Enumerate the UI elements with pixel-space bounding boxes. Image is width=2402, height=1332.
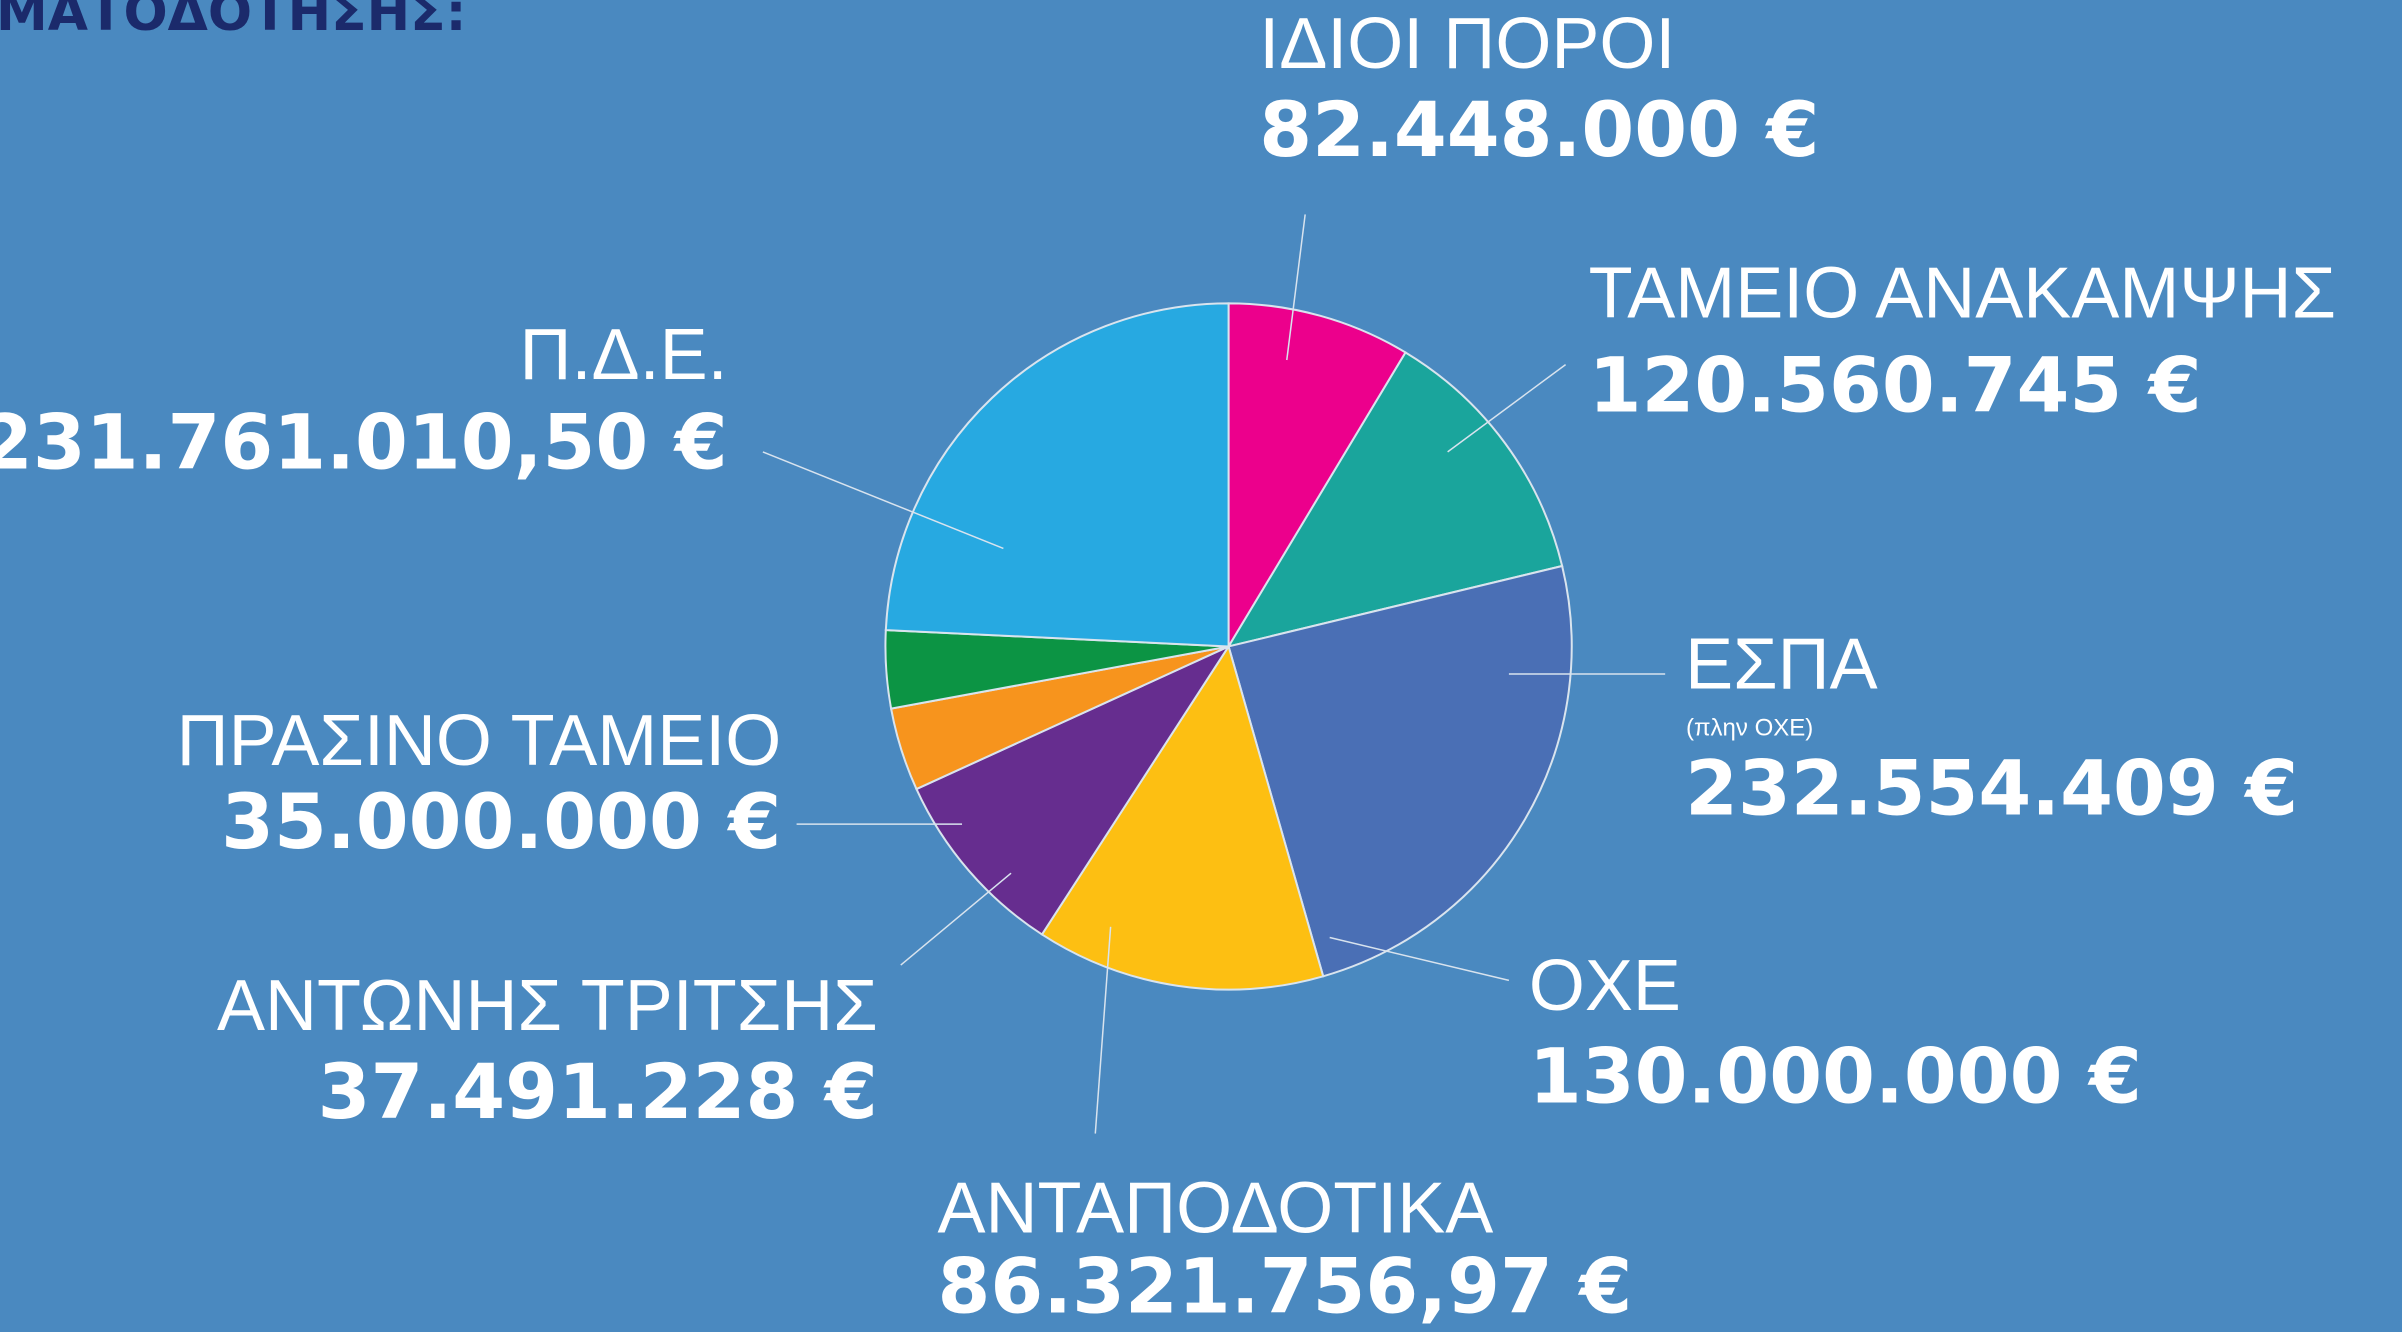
value-label: 120.560.745 € — [1589, 341, 2202, 430]
slice-label: Π.Δ.Ε. — [520, 315, 728, 395]
value-label: 130.000.000 € — [1529, 1031, 2142, 1120]
leader-line — [1447, 363, 1567, 453]
pie-slice — [1227, 564, 1573, 978]
leader-line — [1286, 214, 1306, 361]
value-label: 35.000.000 € — [221, 777, 781, 866]
pie-slice — [884, 302, 1230, 648]
value-label: 86.321.756,97 € — [938, 1241, 1633, 1330]
slice-label: ΑΝΤΩΝΗΣ ΤΡΙΤΣΗΣ — [217, 966, 878, 1046]
slice-label: ΟΧΕ — [1529, 946, 1681, 1026]
value-label: 82.448.000 € — [1259, 85, 1819, 174]
slice-label: ΙΔΙΟΙ ΠΟΡΟΙ — [1259, 4, 1675, 84]
leader-line — [1094, 926, 1112, 1134]
pie-slice — [915, 644, 1232, 936]
annotation: (πλην ΟΧΕ) — [1686, 714, 1813, 741]
leader-line — [1329, 936, 1510, 982]
pie-slice — [1227, 302, 1407, 651]
slice-label: ΤΑΜΕΙΟ ΑΝΑΚΑΜΨΗΣ — [1589, 254, 2336, 334]
pie-slice — [1040, 644, 1325, 991]
value-label: 231.761.010,50 € — [0, 397, 728, 486]
pie-slice — [1226, 351, 1564, 648]
leader-line — [762, 451, 1004, 550]
slice-label: ΠΡΑΣΙΝΟ ΤΑΜΕΙΟ — [177, 701, 782, 781]
slice-label: ΑΝΤΑΠΟΔΟΤΙΚΑ — [938, 1168, 1494, 1248]
slice-label: ΕΣΠΑ — [1685, 624, 1878, 704]
chart-title: ΜΑΤΟΔΟΤΗΣΗΣ: — [0, 0, 466, 43]
value-label: 232.554.409 € — [1685, 744, 2298, 833]
value-label: 37.491.228 € — [318, 1047, 878, 1136]
leader-line — [900, 872, 1012, 966]
